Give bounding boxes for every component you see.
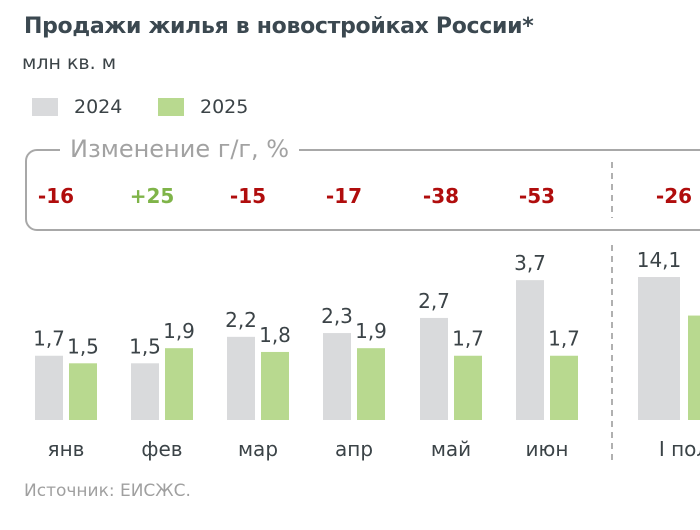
data-label-2025-0: 1,5 [67, 334, 99, 358]
data-label-2024-6: 14,1 [637, 248, 682, 272]
bar-2024-2 [227, 336, 255, 420]
bar-2025-4 [454, 355, 482, 420]
data-label-2025-3: 1,9 [355, 319, 387, 343]
legend-label-2025: 2025 [200, 96, 249, 118]
x-tick-label-1: фев [141, 437, 182, 461]
x-tick-label-0: янв [48, 437, 85, 461]
data-label-2024-3: 2,3 [321, 304, 353, 328]
bar-2025-2 [261, 351, 289, 420]
legend-item-2024: 2024 [32, 96, 122, 118]
x-tick-label-3: апр [335, 437, 373, 461]
x-tick-label-6: I пол [659, 437, 700, 461]
yoy-change-5: -53 [519, 184, 555, 208]
bar-2025-6 [688, 315, 700, 420]
bar-2024-5 [516, 280, 544, 420]
bar-2024-4 [420, 317, 448, 420]
data-label-2025-4: 1,7 [452, 327, 484, 351]
x-tick-label-2: мар [238, 437, 278, 461]
legend-label-2024: 2024 [74, 96, 123, 118]
legend-item-2025: 2025 [158, 96, 248, 118]
yoy-change-1: +25 [130, 184, 175, 208]
yoy-change-3: -17 [326, 184, 362, 208]
yoy-change-0: -16 [38, 184, 74, 208]
data-label-2025-1: 1,9 [163, 319, 195, 343]
yoy-change-2: -15 [230, 184, 266, 208]
bar-2024-1 [131, 363, 159, 420]
yoy-change-6: -26 [656, 184, 692, 208]
bar-2025-3 [357, 348, 385, 420]
bar-2024-3 [323, 333, 351, 420]
bar-2024-0 [35, 355, 63, 420]
legend-swatch-2024 [32, 98, 58, 116]
x-tick-label-5: июн [526, 437, 569, 461]
data-label-2024-1: 1,5 [129, 334, 161, 358]
data-label-2024-0: 1,7 [33, 327, 65, 351]
yoy-change-box [25, 149, 700, 231]
data-label-2024-5: 3,7 [514, 251, 546, 275]
x-tick-label-4: май [431, 437, 471, 461]
bar-2025-1 [165, 348, 193, 420]
data-label-2024-4: 2,7 [418, 289, 450, 313]
chart-subtitle: млн кв. м [22, 52, 117, 74]
yoy-change-4: -38 [423, 184, 459, 208]
legend-swatch-2025 [158, 98, 184, 116]
bar-2024-6 [638, 277, 680, 420]
chart-title: Продажи жилья в новостройках России* [24, 14, 534, 39]
data-label-2024-2: 2,2 [225, 308, 257, 332]
source-note: Источник: ЕИСЖС. [24, 481, 191, 501]
bar-2025-5 [550, 355, 578, 420]
data-label-2025-5: 1,7 [548, 327, 580, 351]
yoy-change-title: Изменение г/г, % [60, 135, 300, 163]
bar-2025-0 [69, 363, 97, 420]
data-label-2025-2: 1,8 [259, 323, 291, 347]
